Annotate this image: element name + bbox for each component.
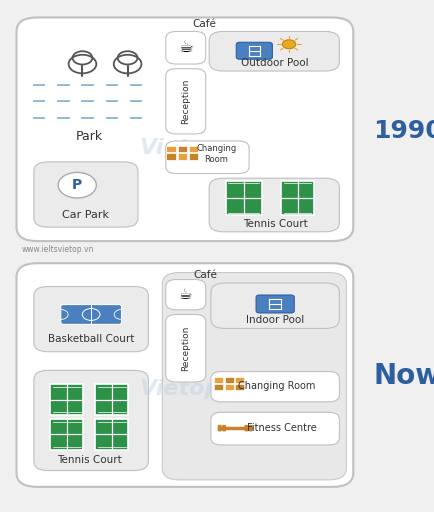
Text: www.ieltsvietop.vn: www.ieltsvietop.vn bbox=[22, 245, 94, 254]
Bar bbox=[189, 146, 198, 153]
Bar bbox=[95, 419, 128, 450]
FancyBboxPatch shape bbox=[166, 69, 206, 134]
Text: Changing
Room: Changing Room bbox=[196, 144, 236, 164]
FancyBboxPatch shape bbox=[244, 425, 248, 432]
Text: Fitness Centre: Fitness Centre bbox=[247, 423, 317, 433]
Bar bbox=[225, 384, 233, 390]
Text: Café: Café bbox=[192, 19, 216, 30]
Bar bbox=[235, 384, 244, 390]
FancyBboxPatch shape bbox=[16, 17, 353, 241]
FancyBboxPatch shape bbox=[166, 314, 206, 382]
Bar bbox=[95, 385, 128, 415]
FancyBboxPatch shape bbox=[209, 31, 339, 71]
FancyBboxPatch shape bbox=[34, 370, 148, 471]
Bar bbox=[178, 154, 187, 160]
Text: P: P bbox=[72, 178, 82, 192]
Bar bbox=[214, 384, 223, 390]
Bar bbox=[167, 146, 176, 153]
Circle shape bbox=[283, 40, 296, 49]
Text: Outdoor Pool: Outdoor Pool bbox=[241, 58, 309, 68]
Text: Park: Park bbox=[76, 130, 103, 143]
Bar bbox=[189, 154, 198, 160]
FancyBboxPatch shape bbox=[166, 280, 206, 310]
Text: Reception: Reception bbox=[181, 326, 191, 371]
FancyBboxPatch shape bbox=[218, 425, 222, 432]
FancyBboxPatch shape bbox=[211, 412, 339, 445]
FancyBboxPatch shape bbox=[211, 372, 339, 402]
Bar bbox=[281, 181, 314, 215]
Bar bbox=[167, 154, 176, 160]
Bar bbox=[225, 377, 233, 383]
FancyBboxPatch shape bbox=[0, 425, 4, 432]
FancyBboxPatch shape bbox=[211, 283, 339, 329]
Text: Indoor Pool: Indoor Pool bbox=[246, 314, 304, 325]
Text: Tennis Court: Tennis Court bbox=[243, 219, 308, 229]
FancyBboxPatch shape bbox=[61, 305, 122, 325]
FancyBboxPatch shape bbox=[16, 263, 353, 487]
FancyBboxPatch shape bbox=[162, 272, 346, 480]
FancyBboxPatch shape bbox=[222, 425, 226, 432]
FancyBboxPatch shape bbox=[166, 31, 206, 64]
Text: Vietop: Vietop bbox=[139, 138, 220, 158]
Text: Café: Café bbox=[194, 270, 218, 280]
Bar bbox=[50, 419, 83, 450]
FancyBboxPatch shape bbox=[34, 162, 138, 227]
Text: Now: Now bbox=[373, 362, 434, 390]
Circle shape bbox=[58, 173, 96, 198]
Bar bbox=[226, 181, 262, 215]
Text: ☕: ☕ bbox=[179, 287, 193, 302]
Bar bbox=[178, 146, 187, 153]
Text: Reception: Reception bbox=[181, 79, 191, 124]
Text: 1990: 1990 bbox=[373, 119, 434, 142]
Text: Car Park: Car Park bbox=[62, 210, 109, 221]
Bar bbox=[214, 377, 223, 383]
Text: Vietop: Vietop bbox=[139, 379, 220, 399]
Text: Basketball Court: Basketball Court bbox=[48, 334, 135, 344]
FancyBboxPatch shape bbox=[34, 287, 148, 352]
FancyBboxPatch shape bbox=[236, 42, 273, 59]
Text: ☕: ☕ bbox=[178, 37, 194, 56]
FancyBboxPatch shape bbox=[249, 425, 253, 432]
Bar bbox=[235, 377, 244, 383]
FancyBboxPatch shape bbox=[256, 295, 294, 313]
FancyBboxPatch shape bbox=[209, 178, 339, 232]
Bar bbox=[50, 385, 83, 415]
Text: Changing Room: Changing Room bbox=[238, 381, 316, 391]
Text: Tennis Court: Tennis Court bbox=[57, 455, 122, 465]
FancyBboxPatch shape bbox=[166, 141, 249, 174]
